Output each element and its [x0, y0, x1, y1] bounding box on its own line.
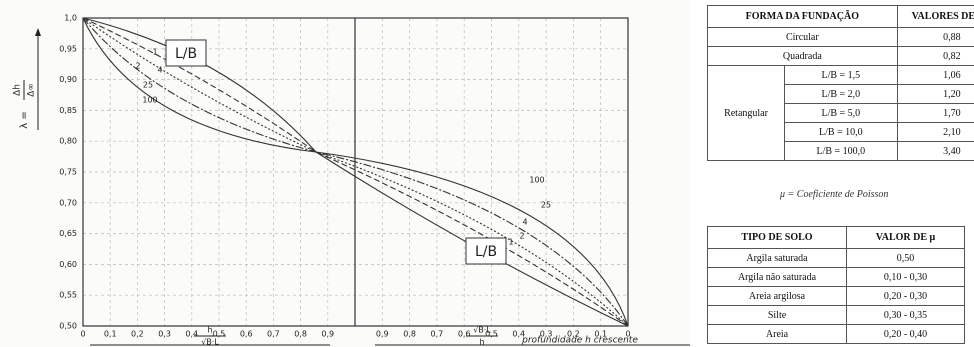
y-arrow-head	[35, 28, 41, 36]
table-2: TIPO DE SOLO VALOR DE μ Argila saturada 0,…	[707, 226, 965, 344]
cell: Areia	[707, 324, 847, 344]
curve-label: 100	[529, 176, 544, 185]
x-tick-label: 0,5	[213, 330, 226, 339]
x-tick-label: 0,8	[294, 330, 307, 339]
lb-box-label: L/B	[175, 46, 197, 62]
y-tick-label: 0,55	[59, 291, 77, 300]
x-tick-label: 0,3	[540, 330, 553, 339]
curve-label: 2	[519, 232, 524, 241]
y-tick-label: 1,0	[64, 14, 77, 23]
cell: L/B = 100,0	[784, 141, 898, 161]
y-tick-label: 0,85	[59, 106, 77, 115]
x-tick-label: 0,4	[185, 330, 198, 339]
y-tick-label: 0,75	[59, 168, 77, 177]
y-tick-label: 0,50	[59, 322, 77, 331]
curve	[82, 17, 629, 327]
x-tick-label: 0,6	[458, 330, 471, 339]
cell: 1,20	[896, 84, 974, 104]
cell: 0,50	[846, 248, 965, 268]
x-tick-label: 0,6	[240, 330, 253, 339]
cell: L/B = 1,5	[784, 65, 898, 85]
x-tick-label: 0,2	[567, 330, 580, 339]
cell: 0,20 - 0,40	[846, 324, 965, 344]
lb-box	[165, 39, 207, 67]
x-label-left-den: √B·L	[201, 338, 219, 347]
cell: 3,40	[896, 141, 974, 161]
curve-label: 25	[541, 201, 551, 210]
x-tick-label: 0,7	[431, 330, 444, 339]
x-label-right-den: h	[479, 338, 484, 347]
cell: 0,88	[896, 27, 974, 47]
lb-box-label: L/B	[475, 244, 497, 260]
cell: 1,70	[896, 103, 974, 123]
x-tick-label: 0,2	[131, 330, 144, 339]
cell: Silte	[707, 305, 847, 325]
cell: 0,10 - 0,30	[846, 267, 965, 287]
curve-label: 1	[508, 238, 513, 247]
table-2-wrap: TIPO DE SOLO VALOR DE μ Argila saturada 0,…	[707, 226, 969, 347]
y-label-lhs: λ =	[19, 111, 30, 128]
header-cell: TIPO DE SOLO	[707, 226, 847, 249]
cell: Circular	[707, 27, 898, 47]
header-cell: FORMA DA FUNDAÇÃO	[707, 5, 898, 28]
cell: L/B = 2,0	[784, 84, 898, 104]
x-label-left-num: h	[207, 326, 212, 335]
curve	[82, 17, 629, 327]
curve	[82, 17, 629, 327]
footer: profundidade h crescente	[521, 336, 638, 346]
y-tick-label: 0,60	[59, 260, 77, 269]
cell: 2,10	[896, 122, 974, 142]
curve-label: 4	[522, 218, 527, 227]
curve-label: 100	[142, 96, 157, 105]
x-tick-label: 0,7	[267, 330, 280, 339]
cell: Argila saturada	[707, 248, 847, 268]
y-label-den: Δ∞	[27, 83, 37, 97]
y-tick-label: 0,70	[59, 198, 77, 207]
figure-background	[0, 0, 690, 347]
caption: μ = Coeficiente de Poisson	[780, 189, 889, 200]
x-tick-label: 0,9	[321, 330, 334, 339]
x-tick-label: 0	[80, 330, 85, 339]
x-tick-label: 0,5	[485, 330, 498, 339]
curve	[82, 17, 629, 327]
lb-box	[465, 237, 507, 265]
x-tick-label: 0,1	[104, 330, 117, 339]
y-tick-label: 0,80	[59, 137, 77, 146]
header-cell: VALORES DE CA	[896, 5, 974, 28]
x-tick-label: 0,8	[403, 330, 416, 339]
y-label-num: Δh	[13, 84, 23, 96]
x-tick-label: 0,1	[594, 330, 607, 339]
header-cell: VALOR DE μ	[846, 226, 965, 249]
cell: Quadrada	[707, 46, 898, 66]
curve-label: 2	[135, 62, 140, 71]
cell: L/B = 10,0	[784, 122, 898, 142]
group-cell: Retangular	[707, 65, 785, 161]
cell: 0,30 - 0,35	[846, 305, 965, 325]
curve-label: 4	[157, 66, 162, 75]
cell: L/B = 5,0	[784, 103, 898, 123]
cell: 0,82	[896, 46, 974, 66]
x-tick-label: 0,4	[512, 330, 525, 339]
curve-label: 1	[152, 48, 157, 57]
x-tick-label: 0,3	[158, 330, 171, 339]
x-label-right-num: √B·L	[473, 326, 491, 335]
y-axis-label: λ = Δh Δ∞	[13, 80, 37, 129]
cell: Areia argilosa	[707, 286, 847, 306]
y-tick-label: 0,90	[59, 75, 77, 84]
cell: 0,20 - 0,30	[846, 286, 965, 306]
y-tick-label: 0,65	[59, 229, 77, 238]
x-tick-label: 0,9	[376, 330, 389, 339]
figure: λ = Δh Δ∞ L/B L/B h √B·L √B·L h profundi…	[0, 0, 690, 347]
curve-label: 25	[143, 81, 153, 90]
cell: 1,06	[896, 65, 974, 85]
cell: Argila não saturada	[707, 267, 847, 287]
y-tick-label: 0,95	[59, 44, 77, 53]
x-tick-label: 0	[625, 330, 630, 339]
